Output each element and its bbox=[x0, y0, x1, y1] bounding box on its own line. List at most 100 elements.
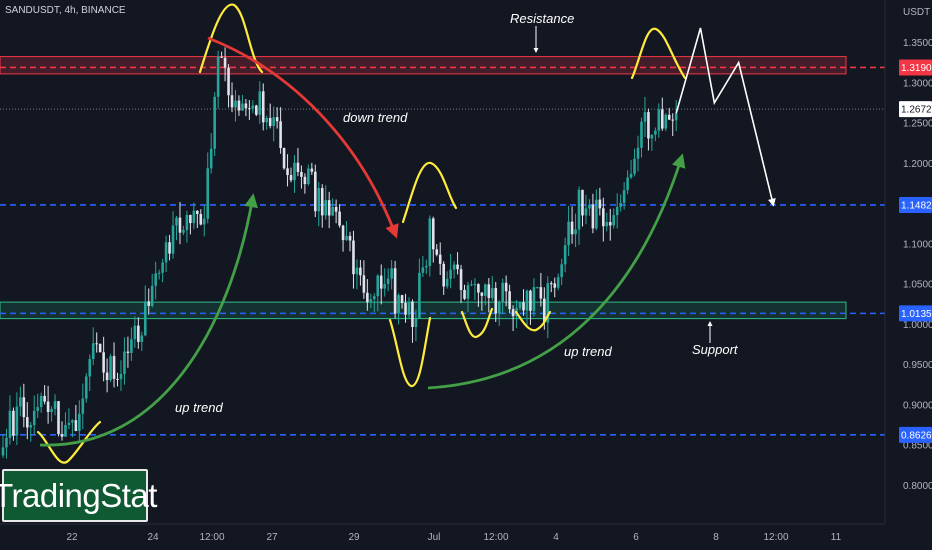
candle-body bbox=[598, 199, 602, 209]
candle-body bbox=[74, 420, 78, 432]
candle-body bbox=[549, 283, 553, 285]
candle-body bbox=[529, 290, 532, 311]
candle-body bbox=[619, 202, 622, 207]
candle-body bbox=[543, 298, 546, 323]
candle-body bbox=[657, 109, 661, 131]
candle-body bbox=[341, 225, 345, 241]
candle-body bbox=[647, 112, 650, 139]
up-trend-label-left: up trend bbox=[175, 400, 223, 415]
price-tick-label: 1.3000 bbox=[903, 78, 932, 89]
candle-body bbox=[230, 95, 234, 108]
time-axis[interactable]: 22 24 12:00 27 29 Jul 12:00 4 6 8 12:00 11 bbox=[66, 532, 841, 543]
time-tick-label: 8 bbox=[713, 532, 719, 543]
candle-body bbox=[640, 121, 643, 148]
candle-body bbox=[466, 285, 470, 299]
candle-body bbox=[168, 242, 171, 254]
candle-body bbox=[588, 204, 591, 209]
candle-body bbox=[372, 296, 376, 300]
candle-body bbox=[484, 284, 487, 296]
candle-body bbox=[209, 148, 213, 169]
candle-body bbox=[130, 339, 133, 353]
candle-body bbox=[81, 398, 85, 414]
candle-body bbox=[595, 199, 598, 229]
candle-body bbox=[622, 190, 626, 203]
price-tick-label: 1.0500 bbox=[903, 280, 932, 291]
time-tick-label: 24 bbox=[147, 532, 159, 543]
candle-body bbox=[421, 267, 425, 273]
candle-body bbox=[494, 288, 498, 314]
candle-body bbox=[383, 284, 386, 289]
candle-body bbox=[202, 218, 206, 225]
candle-body bbox=[175, 217, 178, 226]
candle-body bbox=[102, 352, 105, 373]
candle-body bbox=[667, 114, 671, 120]
candle-body bbox=[296, 162, 300, 172]
candle-body bbox=[109, 356, 112, 381]
candle-body bbox=[504, 282, 508, 292]
candle-body bbox=[532, 287, 536, 311]
candle-body bbox=[57, 401, 60, 435]
price-label-box bbox=[899, 305, 932, 322]
candle-body bbox=[518, 302, 522, 309]
price-label-text: 1.3190 bbox=[901, 63, 932, 74]
candle-body bbox=[112, 356, 116, 379]
candle-body bbox=[300, 171, 303, 177]
candle-body bbox=[22, 397, 26, 418]
candle-body bbox=[182, 230, 185, 233]
candle-body bbox=[411, 301, 414, 327]
candle-body bbox=[584, 208, 588, 216]
price-label-text: 1.1482 bbox=[901, 200, 932, 211]
candle-body bbox=[425, 266, 428, 268]
down-trend-arrow bbox=[207, 36, 399, 239]
candle-body bbox=[241, 103, 244, 111]
candle-body bbox=[428, 218, 432, 267]
candle-body bbox=[487, 284, 491, 299]
candle-body bbox=[5, 437, 8, 448]
candle-body bbox=[196, 210, 199, 215]
time-tick-label: 12:00 bbox=[199, 532, 224, 543]
candle-body bbox=[220, 56, 223, 58]
candle-body bbox=[261, 91, 265, 123]
candle-body bbox=[91, 343, 95, 360]
shoulder-highlight-top-left bbox=[198, 3, 264, 74]
candle-body bbox=[223, 57, 227, 68]
candle-body bbox=[116, 378, 119, 380]
candle-body bbox=[237, 100, 241, 111]
candle-body bbox=[258, 91, 262, 115]
last-price-label-text: 1.2672 bbox=[901, 105, 932, 116]
candle-body bbox=[39, 395, 43, 408]
candle-body bbox=[650, 134, 654, 139]
candle-body bbox=[317, 188, 321, 212]
candle-body bbox=[25, 417, 29, 428]
price-tick-label: 0.8500 bbox=[903, 441, 932, 452]
candle-body bbox=[164, 242, 168, 263]
candle-body bbox=[418, 272, 421, 319]
candle-body bbox=[272, 117, 275, 127]
price-tick-label: 1.2000 bbox=[903, 159, 932, 170]
candle-body bbox=[84, 376, 88, 399]
candle-body bbox=[95, 343, 98, 345]
candle-body bbox=[206, 168, 210, 219]
candle-body bbox=[36, 407, 39, 411]
candle-body bbox=[445, 278, 449, 287]
candle-body bbox=[189, 215, 192, 224]
candle-body bbox=[459, 269, 463, 290]
candle-body bbox=[376, 275, 380, 297]
projection-path bbox=[675, 27, 776, 207]
candle-body bbox=[643, 112, 647, 122]
last-price-label-box bbox=[899, 101, 932, 118]
candle-body bbox=[463, 289, 466, 299]
candle-body bbox=[661, 109, 664, 129]
candle-body bbox=[50, 408, 53, 413]
support-zone bbox=[0, 301, 847, 320]
candle-body bbox=[150, 285, 154, 306]
candle-body bbox=[348, 235, 352, 241]
candle-body bbox=[574, 229, 577, 235]
candle-body bbox=[310, 168, 314, 172]
candle-body bbox=[362, 275, 366, 293]
candle-body bbox=[570, 221, 574, 235]
candle-body bbox=[286, 168, 289, 176]
drawings-layer bbox=[36, 3, 776, 464]
candle-body bbox=[352, 240, 355, 275]
